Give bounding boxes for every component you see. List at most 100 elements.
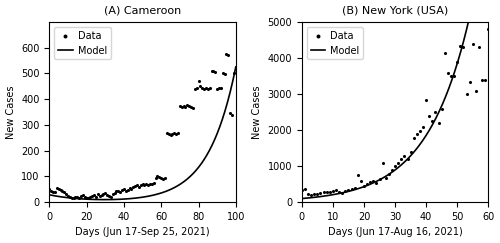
Data <box>307 193 315 197</box>
Y-axis label: New Cases: New Cases <box>6 85 16 139</box>
Data <box>144 183 152 187</box>
Data <box>198 86 206 89</box>
Data <box>426 114 434 118</box>
Data <box>230 71 238 75</box>
Data <box>478 78 486 82</box>
Data <box>357 180 365 183</box>
Data <box>348 187 356 191</box>
Data <box>310 192 318 196</box>
Data <box>363 182 371 186</box>
Data <box>74 195 82 199</box>
Data <box>100 192 108 196</box>
Data <box>156 175 164 179</box>
Data <box>150 181 158 185</box>
Data <box>441 51 449 55</box>
Data <box>187 105 195 109</box>
Data <box>398 157 406 161</box>
Data <box>172 132 180 136</box>
Data <box>391 165 399 168</box>
Model <box>200 160 205 163</box>
Data <box>88 194 96 198</box>
Data <box>166 133 174 137</box>
Data <box>58 189 66 193</box>
Data <box>332 189 340 192</box>
Data <box>456 44 464 48</box>
Data <box>304 192 312 196</box>
Data <box>168 132 176 136</box>
Data <box>148 182 156 186</box>
Model <box>158 192 164 195</box>
Data <box>370 179 378 183</box>
Data <box>107 195 115 199</box>
Model <box>102 198 107 201</box>
Data <box>135 185 143 189</box>
Data <box>116 190 124 194</box>
Data <box>194 79 202 83</box>
Model <box>452 70 458 73</box>
Data <box>170 131 178 135</box>
Data <box>161 176 169 180</box>
Data <box>140 183 148 187</box>
Data <box>434 122 442 125</box>
Data <box>354 173 362 177</box>
Data <box>84 196 92 200</box>
Data <box>204 87 212 91</box>
Data <box>154 174 162 178</box>
Data <box>447 74 455 78</box>
Data <box>338 191 346 195</box>
Model <box>46 193 52 196</box>
Data <box>385 172 393 176</box>
Data <box>77 194 85 198</box>
Data <box>191 87 199 91</box>
Data <box>184 103 192 107</box>
Data <box>108 192 116 196</box>
Data <box>213 87 221 91</box>
Legend: Data, Model: Data, Model <box>54 27 110 59</box>
Data <box>344 188 352 192</box>
Data <box>400 154 408 158</box>
Data <box>228 113 236 117</box>
Data <box>360 184 368 188</box>
Data <box>112 189 120 193</box>
Data <box>382 176 390 180</box>
Data <box>79 193 87 197</box>
Data <box>92 195 100 199</box>
Data <box>138 182 146 186</box>
Model <box>388 171 394 174</box>
Data <box>103 193 111 197</box>
Data <box>224 53 232 57</box>
Data <box>298 188 306 191</box>
Data <box>120 187 128 191</box>
Data <box>146 182 154 186</box>
Data <box>444 71 452 75</box>
Data <box>222 52 230 56</box>
Data <box>316 191 324 195</box>
Data <box>163 131 171 135</box>
Data <box>453 60 461 64</box>
Data <box>182 105 190 109</box>
Data <box>410 136 418 140</box>
Data <box>82 196 90 200</box>
Data <box>56 188 64 192</box>
Data <box>326 190 334 193</box>
Data <box>178 105 186 109</box>
Data <box>46 187 54 191</box>
Y-axis label: New Cases: New Cases <box>252 85 262 139</box>
Data <box>94 192 102 196</box>
Data <box>416 129 424 132</box>
Data <box>54 187 62 191</box>
Data <box>136 183 144 187</box>
Data <box>210 69 218 73</box>
Data <box>62 192 70 196</box>
Line: Model: Model <box>50 67 236 200</box>
Data <box>301 187 309 191</box>
Data <box>484 27 492 31</box>
Data <box>114 189 122 192</box>
Data <box>388 168 396 172</box>
Data <box>159 177 167 181</box>
Data <box>66 195 74 199</box>
Data <box>86 195 94 199</box>
Data <box>215 86 223 89</box>
Data <box>460 45 468 49</box>
Model <box>388 172 394 175</box>
